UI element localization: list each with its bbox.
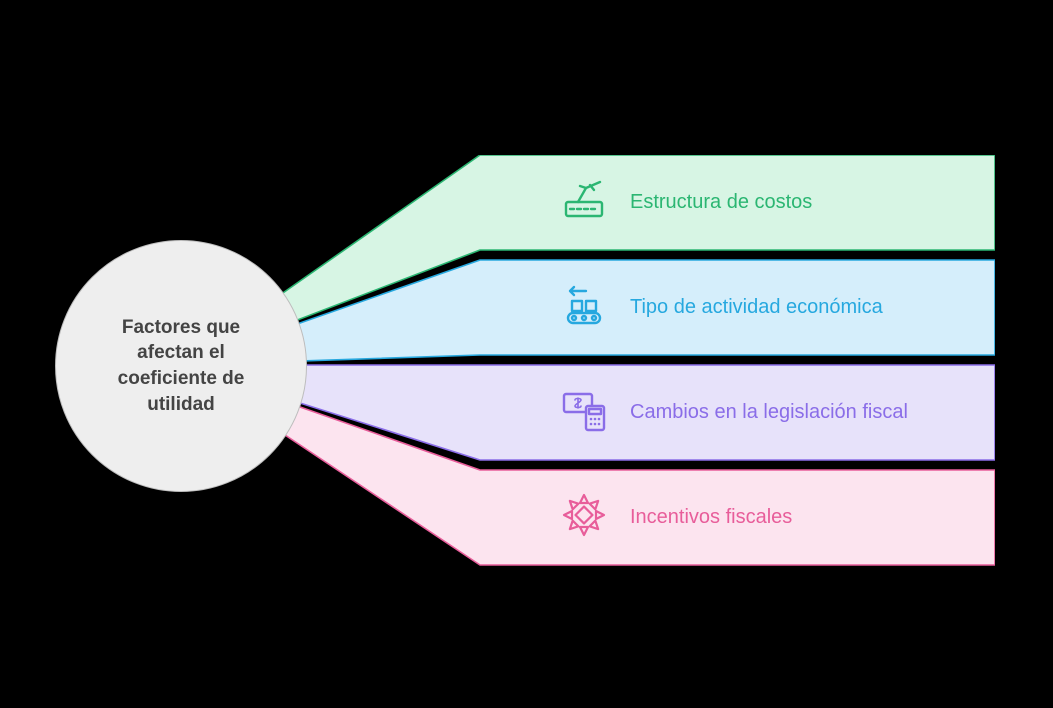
ornament-icon bbox=[560, 491, 608, 544]
center-circle: Factores que afectan el coeficiente de u… bbox=[55, 240, 307, 492]
row-1: Estructura de costos bbox=[560, 155, 812, 250]
money-calc-icon bbox=[560, 386, 608, 439]
row-2: Tipo de actividad económica bbox=[560, 260, 883, 355]
circle-label: Factores que afectan el coeficiente de u… bbox=[56, 315, 306, 418]
factors-diagram: Estructura de costos bbox=[55, 155, 995, 575]
launchpad-icon bbox=[560, 176, 608, 229]
branch-label-3: Cambios en la legislación fiscal bbox=[630, 401, 908, 424]
row-3: Cambios en la legislación fiscal bbox=[560, 365, 908, 460]
branch-label-2: Tipo de actividad económica bbox=[630, 296, 883, 319]
branch-label-4: Incentivos fiscales bbox=[630, 506, 792, 529]
branch-label-1: Estructura de costos bbox=[630, 191, 812, 214]
conveyor-icon bbox=[560, 281, 608, 334]
row-4: Incentivos fiscales bbox=[560, 470, 792, 565]
